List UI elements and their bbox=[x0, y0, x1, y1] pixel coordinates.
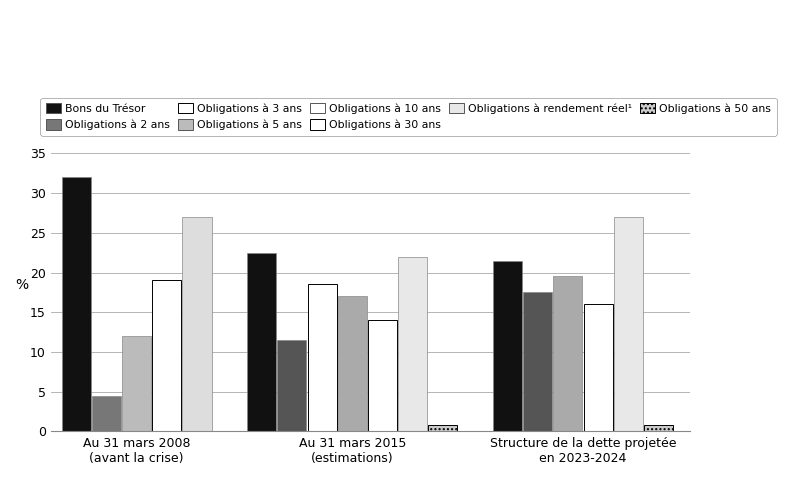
Bar bbox=[523, 292, 552, 432]
Bar bbox=[182, 217, 211, 432]
Bar bbox=[247, 252, 276, 432]
Bar bbox=[554, 276, 582, 432]
Bar bbox=[278, 340, 306, 432]
Bar bbox=[368, 320, 397, 432]
Bar bbox=[308, 285, 337, 432]
Bar bbox=[493, 261, 522, 432]
Bar bbox=[92, 396, 121, 432]
Bar bbox=[338, 296, 367, 432]
Legend: Bons du Trésor, Obligations à 2 ans, Obligations à 3 ans, Obligations à 5 ans, O: Bons du Trésor, Obligations à 2 ans, Obl… bbox=[41, 97, 777, 135]
Bar bbox=[122, 336, 151, 432]
Bar bbox=[398, 257, 427, 432]
Bar bbox=[62, 177, 91, 432]
Y-axis label: %: % bbox=[15, 278, 28, 292]
Bar bbox=[644, 425, 673, 432]
Bar bbox=[583, 304, 613, 432]
Bar bbox=[428, 425, 458, 432]
Bar bbox=[152, 280, 182, 432]
Bar bbox=[614, 217, 642, 432]
